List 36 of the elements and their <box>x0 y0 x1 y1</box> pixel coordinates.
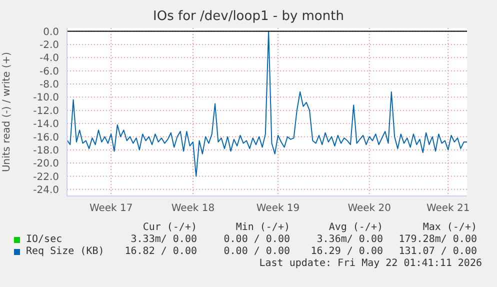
line-series <box>67 30 467 177</box>
text: Cur (-/+) <box>142 222 197 233</box>
text: Min (-/+) <box>236 222 290 233</box>
legend-label: Req Size (KB) <box>26 246 104 257</box>
x-tick-label: Week 19 <box>256 203 300 214</box>
x-tick-label: Week 17 <box>89 203 133 214</box>
text: 0.00 / 0.00 <box>224 234 290 245</box>
text: 16.29 / 0.00 <box>310 246 383 257</box>
y-tick-label: -8.0 <box>39 80 59 91</box>
text: 131.07 / 0.00 <box>398 246 477 257</box>
y-tick-label: -12.0 <box>33 106 59 117</box>
text: 16.82 / 0.00 <box>124 246 197 257</box>
text: Avg (-/+) <box>328 222 383 233</box>
y-tick-label: -2.0 <box>39 40 59 52</box>
text: 3.33m/ 0.00 <box>130 234 197 245</box>
text: Max (-/+) <box>422 222 477 233</box>
y-tick-label: -6.0 <box>39 66 59 78</box>
text: 0.00 / 0.00 <box>224 246 290 257</box>
text: 3.36m/ 0.00 <box>316 234 383 245</box>
y-tick-label: -22.0 <box>33 172 59 183</box>
text: 179.28m/ 0.00 <box>398 234 477 245</box>
x-tick-label: Week 18 <box>171 203 215 214</box>
y-tick-label: 0.0 <box>43 26 59 38</box>
x-tick-label: Week 21 <box>426 203 470 214</box>
chart-title: IOs for /dev/loop1 - by month <box>152 9 345 24</box>
y-tick-label: -4.0 <box>39 53 59 64</box>
y-axis-title: Units read (-) / write (+) <box>2 52 13 172</box>
y-tick-label: -18.0 <box>33 145 59 156</box>
x-tick-label: Week 20 <box>348 203 392 214</box>
y-tick-label: -14.0 <box>33 119 59 130</box>
legend-label: IO/sec <box>26 234 62 245</box>
y-tick-label: -24.0 <box>33 184 59 196</box>
y-tick-label: -20.0 <box>33 158 59 170</box>
y-tick-label: -10.0 <box>33 92 59 104</box>
y-tick-label: -16.0 <box>33 132 59 144</box>
text: Last update: Fri May 22 01:41:11 2026 <box>259 258 482 269</box>
